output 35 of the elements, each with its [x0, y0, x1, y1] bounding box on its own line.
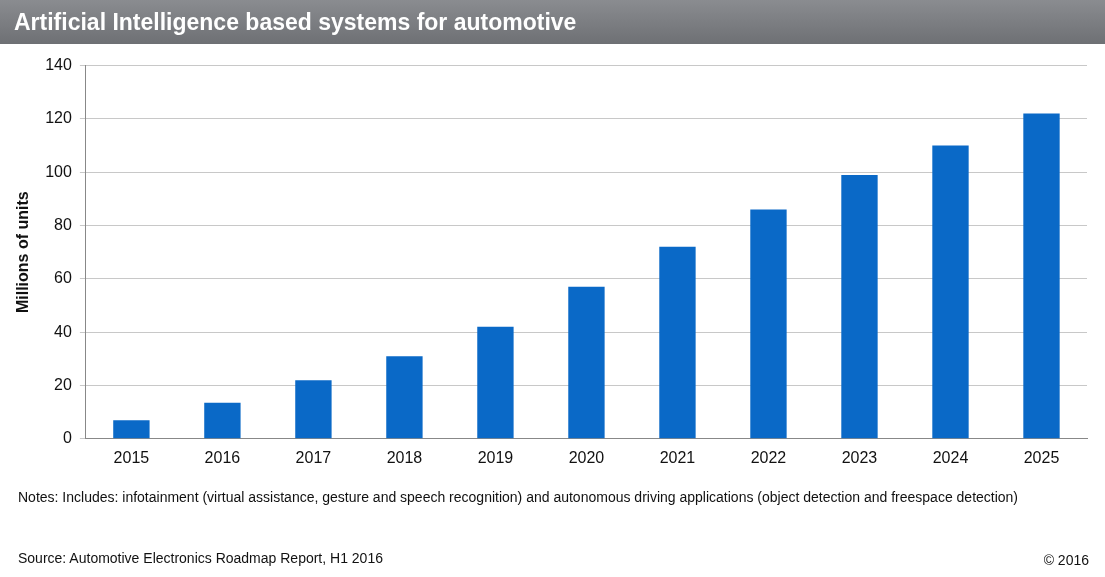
y-tick-label: 40: [54, 322, 72, 340]
bar: [932, 145, 969, 439]
x-tick-label: 2020: [568, 448, 605, 466]
y-tick-label: 120: [45, 109, 72, 127]
bar: [477, 326, 514, 439]
source-note: Source: Automotive Electronics Roadmap Report, H1 2016: [18, 550, 383, 566]
y-tick-label: 80: [54, 215, 72, 233]
text: © 2016: [1043, 552, 1089, 568]
text: Notes: Includes: infotainment (virtual assistance, gesture and speech recognition) and autonomous driving applications (object detection and freespace detection): [18, 488, 1020, 506]
x-tick-label: 2024: [932, 448, 969, 466]
bar: [295, 380, 332, 439]
x-tick-label: 2025: [1023, 448, 1060, 466]
x-tick-label: 2017: [295, 448, 332, 466]
x-tick-label: 2015: [113, 448, 150, 466]
x-tick-label: 2022: [750, 448, 787, 466]
bar: [568, 286, 605, 439]
chart-title: Artificial Intelligence based systems for automotive: [0, 0, 1105, 44]
y-tick-label: 20: [54, 375, 72, 393]
bar: [750, 209, 787, 439]
x-tick-label: 2023: [841, 448, 878, 466]
bar: [113, 420, 150, 439]
y-axis-title: Millions of units: [14, 191, 32, 314]
x-tick-label: 2018: [386, 448, 423, 466]
bar: [841, 174, 878, 439]
x-tick-label: 2019: [477, 448, 514, 466]
y-tick-label: 100: [45, 162, 72, 180]
bar: [1023, 113, 1060, 439]
y-tick-label: 60: [54, 269, 72, 287]
y-tick-label: 140: [45, 56, 72, 74]
y-tick-label: 0: [62, 429, 72, 447]
x-tick-label: 2021: [659, 448, 696, 466]
bar: [386, 356, 423, 439]
bar: [204, 402, 241, 439]
bar: [659, 246, 696, 439]
x-tick-label: 2016: [204, 448, 241, 466]
